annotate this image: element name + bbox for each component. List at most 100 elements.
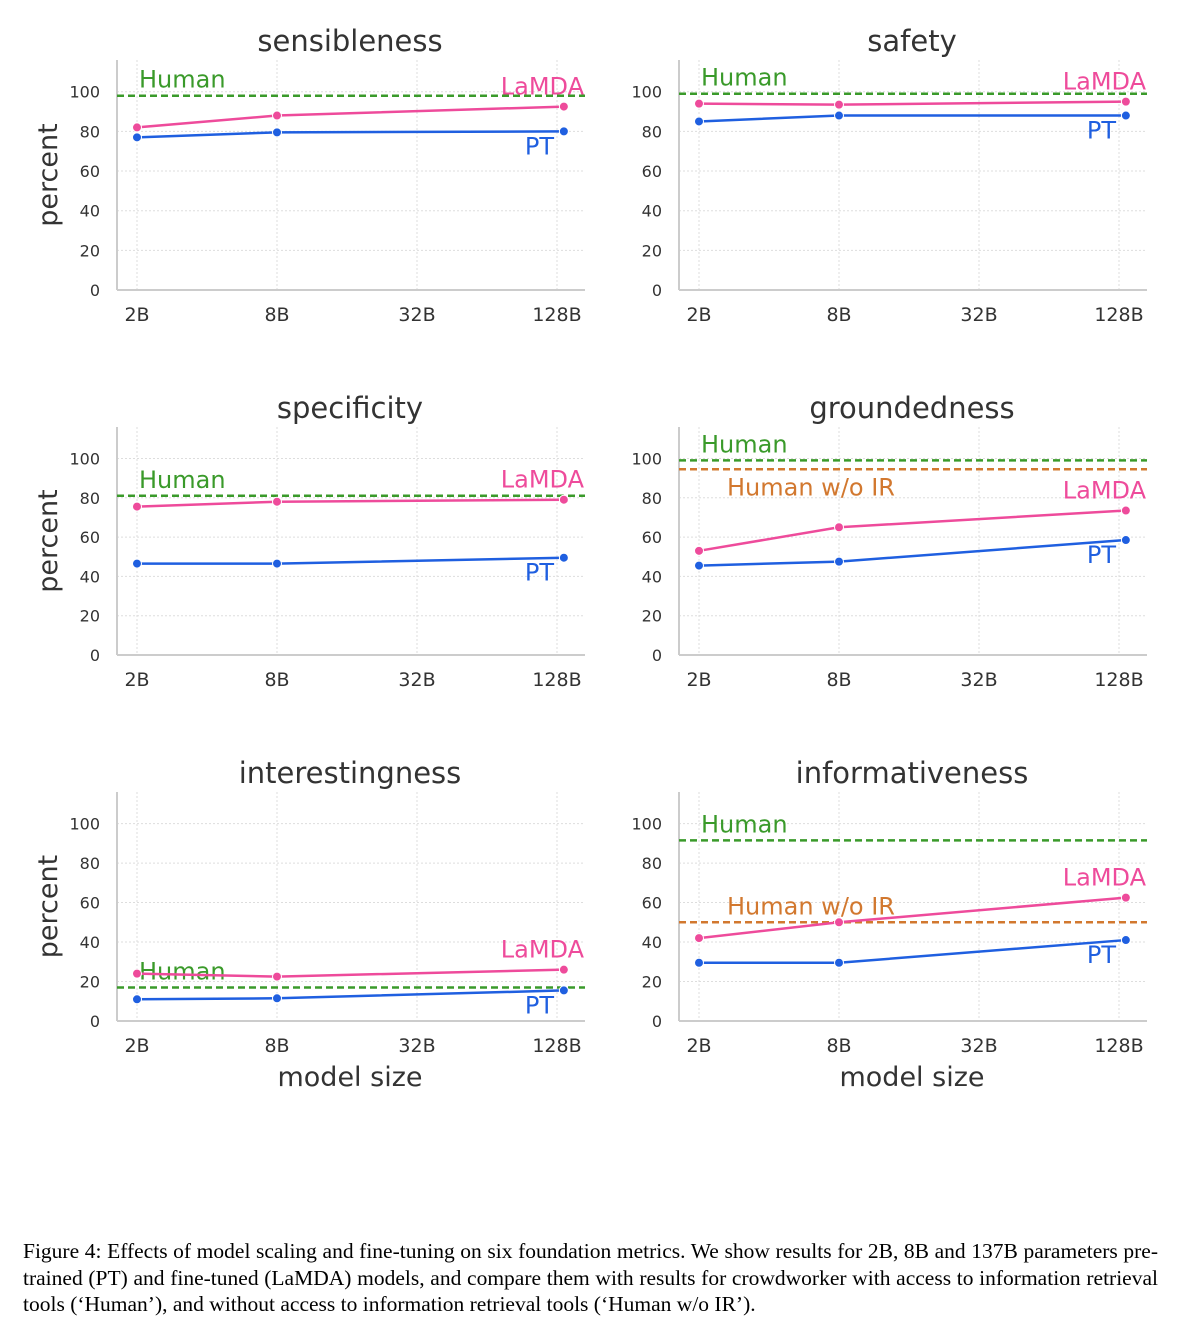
x-tick-label: 32B [398, 669, 435, 691]
data-point-pt [132, 132, 142, 143]
x-tick-label: 128B [532, 1035, 581, 1057]
y-tick-label: 80 [642, 122, 662, 141]
x-tick-label: 128B [1094, 669, 1143, 691]
data-point-lamda [694, 933, 704, 944]
y-tick-label: 60 [642, 528, 662, 547]
subplot-specificity: 0 20 40 60 80 100 2B 8B 32B 128B specificity percen… [33, 391, 585, 691]
data-point-pt [132, 558, 142, 569]
y-tick-label: 20 [642, 607, 662, 626]
x-tick-label: 8B [826, 304, 851, 326]
y-tick-label: 60 [80, 894, 100, 913]
data-point-pt [558, 985, 569, 996]
x-tick-label: 32B [960, 669, 997, 691]
subplot-informativeness: 0 20 40 60 80 100 2B 8B 32B 128B informativeness mo… [631, 756, 1147, 1093]
subplot-title: informativeness [796, 756, 1029, 790]
data-point-pt [834, 556, 844, 567]
reference-label-human-wo-ir: Human w/o IR [727, 892, 895, 920]
series-line-pt [699, 938, 1126, 965]
x-tick-label: 32B [960, 1035, 997, 1057]
data-point-pt [694, 957, 704, 968]
x-tick-label: 8B [264, 1035, 289, 1057]
subplot-safety: 0 20 40 60 80 100 2B 8B 32B 128B safety Human LaMDA P… [631, 24, 1147, 326]
y-tick-label: 20 [642, 973, 662, 992]
y-tick-label: 40 [642, 933, 662, 952]
reference-label-human: Human [139, 466, 226, 494]
reference-label-human: Human [701, 430, 788, 458]
data-point-lamda [1120, 892, 1131, 903]
figure-caption: Figure 4: Effects of model scaling and f… [23, 1239, 1158, 1316]
x-tick-label: 2B [686, 1035, 711, 1057]
y-axis-label: percent [33, 489, 64, 592]
data-point-lamda [132, 968, 142, 979]
x-tick-label: 2B [124, 304, 149, 326]
y-tick-label: 40 [80, 933, 100, 952]
y-tick-label: 100 [631, 449, 662, 468]
data-point-pt [834, 110, 844, 121]
y-tick-label: 40 [642, 202, 662, 221]
series-label-lamda: LaMDA [1063, 864, 1147, 892]
y-tick-label: 60 [80, 528, 100, 547]
data-point-lamda [558, 494, 569, 505]
y-tick-label: 0 [652, 646, 662, 665]
y-tick-label: 80 [80, 854, 100, 873]
data-point-lamda [132, 501, 142, 512]
x-tick-label: 2B [686, 669, 711, 691]
x-axis-label: model size [839, 1062, 984, 1093]
y-tick-label: 60 [642, 894, 662, 913]
x-tick-label: 2B [124, 1035, 149, 1057]
figure-charts: 0 20 40 60 80 100 2B 8B 32B 128B sensibleness perce… [33, 24, 1147, 1093]
x-tick-label: 128B [1094, 304, 1143, 326]
data-point-lamda [694, 98, 704, 109]
series-label-pt: PT [1087, 541, 1116, 569]
series-label-pt: PT [525, 559, 554, 587]
subplot-title: specificity [277, 391, 423, 425]
subplot-title: interestingness [239, 756, 462, 790]
subplot-title: sensibleness [257, 24, 442, 58]
reference-label-human-wo-ir: Human w/o IR [727, 473, 895, 501]
data-point-pt [558, 126, 569, 137]
y-tick-label: 40 [80, 567, 100, 586]
series-label-lamda: LaMDA [501, 936, 585, 964]
series-line-lamda [136, 498, 564, 508]
y-tick-label: 40 [80, 202, 100, 221]
series-label-pt: PT [525, 991, 554, 1019]
data-point-pt [1120, 110, 1131, 121]
y-tick-label: 0 [90, 281, 100, 300]
x-tick-label: 2B [124, 669, 149, 691]
x-tick-label: 32B [398, 1035, 435, 1057]
series-line-pt [137, 556, 564, 565]
data-point-pt [694, 116, 704, 127]
y-tick-label: 80 [80, 489, 100, 508]
y-tick-label: 20 [80, 241, 100, 260]
data-point-pt [1120, 535, 1131, 546]
series-label-lamda: LaMDA [501, 73, 585, 101]
y-tick-label: 100 [631, 815, 662, 834]
y-tick-label: 60 [80, 162, 100, 181]
series-line-lamda [698, 100, 1126, 106]
y-tick-label: 20 [80, 973, 100, 992]
series-line-lamda [136, 105, 564, 129]
subplot-sensibleness: 0 20 40 60 80 100 2B 8B 32B 128B sensibleness perce… [33, 24, 585, 326]
series-label-pt: PT [1087, 941, 1116, 969]
data-point-pt [834, 957, 844, 968]
series-line-pt [698, 114, 1126, 123]
y-tick-label: 100 [69, 449, 100, 468]
y-tick-label: 40 [642, 567, 662, 586]
y-tick-label: 20 [642, 241, 662, 260]
data-point-pt [272, 993, 282, 1004]
x-tick-label: 32B [960, 304, 997, 326]
x-axis-label: model size [277, 1062, 422, 1093]
reference-label-human: Human [139, 957, 226, 985]
data-point-lamda [272, 110, 282, 121]
x-tick-label: 32B [398, 304, 435, 326]
y-tick-label: 60 [642, 162, 662, 181]
x-tick-label: 8B [264, 304, 289, 326]
data-point-lamda [694, 545, 704, 556]
series-label-lamda: LaMDA [501, 466, 585, 494]
x-tick-label: 128B [1094, 1035, 1143, 1057]
y-axis-label: percent [33, 123, 64, 226]
x-tick-label: 8B [826, 1035, 851, 1057]
y-tick-label: 100 [631, 83, 662, 102]
series-line-pt [136, 989, 564, 1001]
series-label-lamda: LaMDA [1063, 68, 1147, 96]
